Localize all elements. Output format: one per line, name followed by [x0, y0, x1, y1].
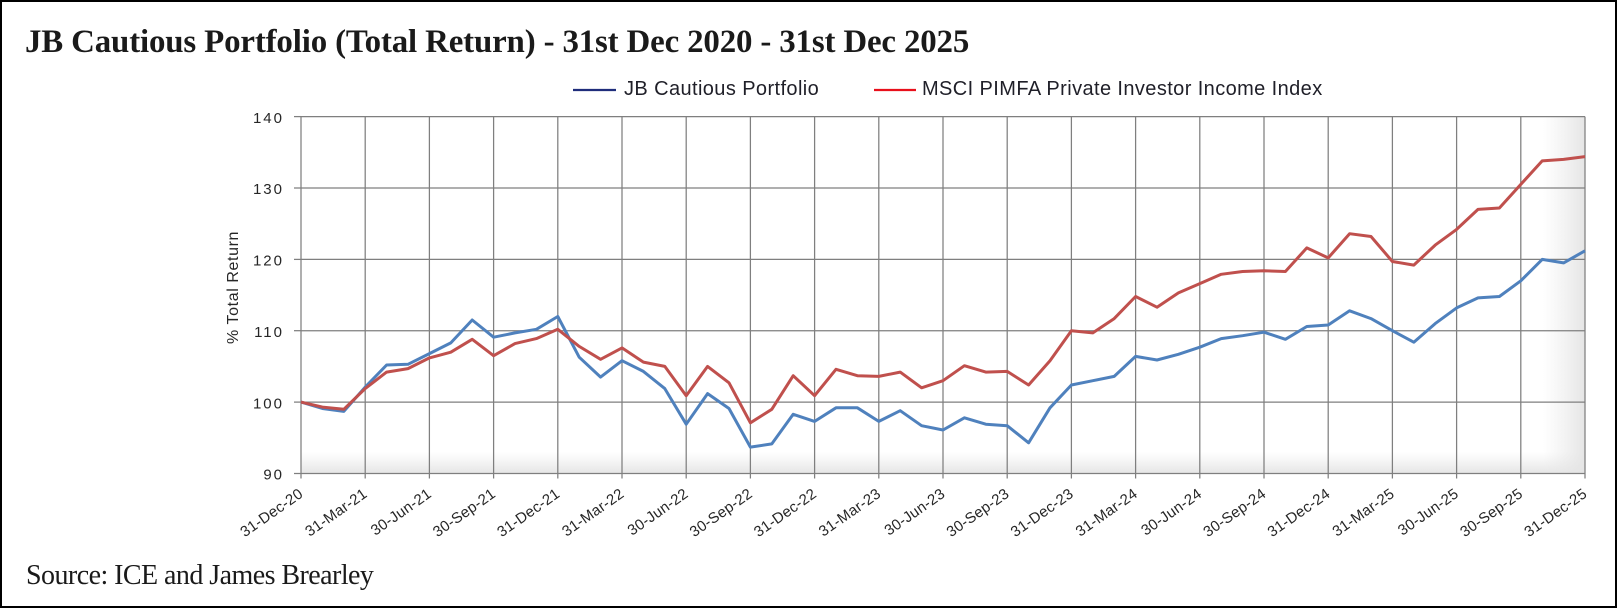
svg-text:31-Mar-23: 31-Mar-23 [816, 485, 884, 540]
svg-text:30-Sep-24: 30-Sep-24 [1200, 485, 1269, 540]
svg-text:130: 130 [253, 181, 284, 198]
svg-text:31-Mar-22: 31-Mar-22 [559, 485, 627, 540]
svg-text:30-Jun-25: 30-Jun-25 [1395, 485, 1462, 539]
svg-text:31-Mar-25: 31-Mar-25 [1329, 485, 1397, 540]
svg-text:120: 120 [253, 253, 284, 270]
svg-text:140: 140 [253, 110, 284, 127]
svg-text:30-Jun-21: 30-Jun-21 [368, 485, 435, 539]
svg-text:31-Mar-24: 31-Mar-24 [1073, 485, 1141, 540]
svg-text:31-Dec-24: 31-Dec-24 [1265, 485, 1334, 540]
svg-text:30-Sep-22: 30-Sep-22 [687, 485, 756, 540]
svg-text:JB Cautious Portfolio: JB Cautious Portfolio [624, 78, 819, 100]
svg-text:31-Dec-20: 31-Dec-20 [237, 485, 306, 540]
svg-text:30-Sep-25: 30-Sep-25 [1457, 485, 1526, 540]
svg-text:100: 100 [253, 395, 284, 412]
svg-text:MSCI PIMFA Private Investor In: MSCI PIMFA Private Investor Income Index [922, 78, 1323, 100]
svg-text:30-Jun-23: 30-Jun-23 [881, 485, 948, 539]
svg-text:% Total Return: % Total Return [225, 231, 242, 344]
svg-text:30-Jun-22: 30-Jun-22 [625, 485, 692, 539]
svg-text:30-Sep-21: 30-Sep-21 [430, 485, 499, 540]
svg-text:31-Dec-21: 31-Dec-21 [494, 485, 563, 540]
svg-text:90: 90 [263, 467, 284, 484]
svg-text:31-Dec-25: 31-Dec-25 [1521, 485, 1590, 540]
svg-text:31-Dec-22: 31-Dec-22 [751, 485, 820, 540]
svg-text:31-Dec-23: 31-Dec-23 [1008, 485, 1077, 540]
svg-text:31-Mar-21: 31-Mar-21 [302, 485, 370, 540]
svg-text:110: 110 [254, 324, 284, 341]
svg-text:30-Jun-24: 30-Jun-24 [1138, 485, 1205, 539]
svg-text:30-Sep-23: 30-Sep-23 [944, 485, 1013, 540]
